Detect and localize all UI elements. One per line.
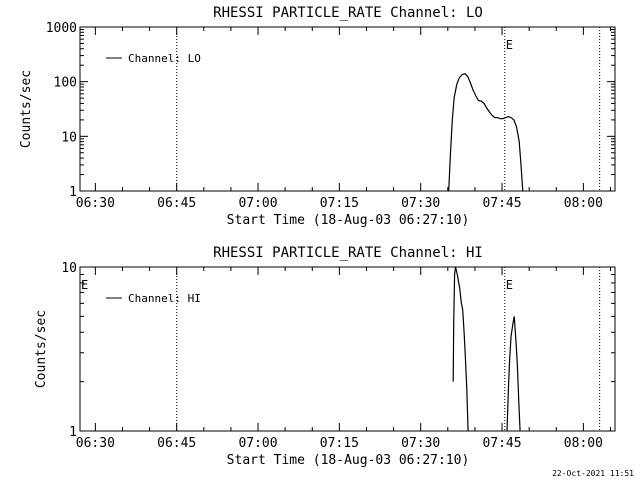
event-marker-label: E [506,278,513,292]
series-lines [452,266,521,432]
y-axis-label: Counts/sec [19,70,34,148]
y-axis-label: Counts/sec [34,310,49,388]
x-tick-label: 07:30 [401,196,440,211]
y-axis: 1 10 100 1000 [46,21,615,200]
y-tick-label: 10 [61,130,77,145]
y-tick-label: 1 [69,425,77,440]
plot-frame [79,26,616,192]
chart-title: RHESSI PARTICLE_RATE Channel: LO [213,5,483,21]
series-line [452,266,469,432]
x-axis-label: Start Time (18-Aug-03 06:27:10) [227,213,470,228]
x-tick-label: 07:00 [238,436,277,451]
chart-panel-hi: RHESSI PARTICLE_RATE Channel: HI 06:30 06… [34,245,616,468]
x-axis: 06:30 06:45 07:00 07:15 07:30 07:45 08:00 [76,267,611,451]
x-tick-label: 06:30 [76,436,115,451]
x-tick-label: 06:30 [76,196,115,211]
event-marker-label: E [81,278,88,292]
x-tick-label: 07:45 [482,436,521,451]
plot-frame [79,266,616,432]
y-tick-label: 10 [61,261,77,276]
x-tick-label: 07:45 [482,196,521,211]
y-axis: 1 10 [61,261,615,440]
y-tick-label: 1 [69,185,77,200]
y-tick-label: 1000 [46,21,77,36]
x-tick-label: 08:00 [564,196,603,211]
chart-panel-lo: RHESSI PARTICLE_RATE Channel: LO 06:30 06… [19,5,616,228]
series-line [448,73,524,192]
series-line [506,316,521,432]
y-tick-label: 100 [54,76,77,91]
x-axis: 06:30 06:45 07:00 07:15 07:30 07:45 08:00 [76,27,611,211]
event-markers: E [176,27,601,191]
x-tick-label: 07:15 [320,436,359,451]
legend-label: Channel: LO [128,52,201,65]
x-tick-label: 06:45 [157,196,196,211]
event-marker-label: E [506,38,513,52]
x-tick-label: 07:00 [238,196,277,211]
x-tick-label: 06:45 [157,436,196,451]
series-lines [448,73,524,192]
x-tick-label: 08:00 [564,436,603,451]
legend-label: Channel: HI [128,292,201,305]
x-axis-label: Start Time (18-Aug-03 06:27:10) [227,453,470,468]
chart-title: RHESSI PARTICLE_RATE Channel: HI [213,245,483,261]
x-tick-label: 07:30 [401,436,440,451]
generation-timestamp: 22-Oct-2021 11:51 [552,469,634,478]
x-tick-label: 07:15 [320,196,359,211]
